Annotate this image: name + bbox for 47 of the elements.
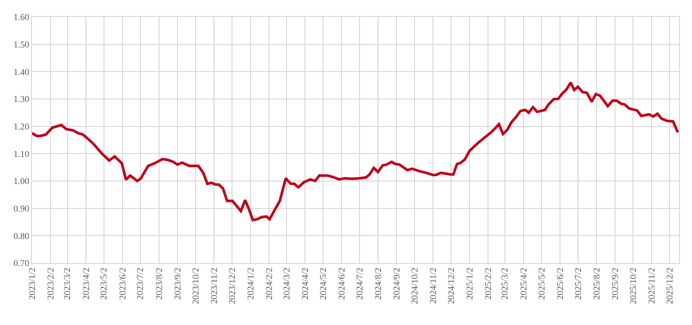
x-tick-label: 2025/11/2 bbox=[646, 268, 656, 304]
x-tick-label: 2024/2/2 bbox=[264, 268, 274, 300]
x-tick-label: 2023/12/2 bbox=[226, 268, 237, 304]
x-tick-label: 2025/12/2 bbox=[664, 268, 674, 304]
x-tick-label: 2024/6/2 bbox=[336, 268, 346, 300]
x-tick-label: 2024/3/2 bbox=[281, 268, 292, 300]
x-tick-label: 2025/3/2 bbox=[500, 268, 510, 300]
y-tick-label: 1.00 bbox=[13, 176, 30, 186]
y-tick-label: 1.10 bbox=[13, 148, 30, 159]
x-tick-label: 2023/3/2 bbox=[62, 268, 72, 300]
x-tick-label: 2025/10/2 bbox=[628, 268, 638, 304]
y-tick-label: 1.60 bbox=[13, 12, 30, 22]
y-tick-label: 1.20 bbox=[13, 121, 30, 132]
x-tick-label: 2025/2/2 bbox=[482, 268, 493, 300]
x-tick-label: 2023/10/2 bbox=[190, 268, 200, 304]
x-tick-label: 2024/1/2 bbox=[245, 268, 256, 300]
x-tick-label: 2024/9/2 bbox=[391, 268, 402, 300]
x-tick-label: 2023/11/2 bbox=[208, 268, 219, 304]
x-tick-label: 2023/8/2 bbox=[154, 268, 164, 300]
line-series bbox=[32, 81, 679, 222]
y-tick-label: 0.90 bbox=[13, 203, 30, 214]
x-tick-label: 2025/4/2 bbox=[518, 268, 528, 300]
x-tick-label: 2023/4/2 bbox=[80, 268, 91, 300]
x-tick-label: 2025/5/2 bbox=[536, 268, 546, 300]
x-tick-label: 2024/10/2 bbox=[409, 268, 420, 304]
x-tick-label: 2023/5/2 bbox=[98, 268, 109, 300]
y-tick-label: 1.50 bbox=[13, 39, 30, 50]
x-tick-label: 2025/8/2 bbox=[591, 268, 602, 300]
y-tick-label: 1.40 bbox=[13, 66, 30, 77]
x-tick-label: 2023/2/2 bbox=[45, 268, 56, 300]
x-tick-label: 2023/7/2 bbox=[135, 268, 146, 300]
y-tick-label: 0.80 bbox=[13, 230, 30, 241]
x-tick-label: 2025/6/2 bbox=[554, 268, 565, 300]
x-tick-label: 2023/9/2 bbox=[172, 268, 182, 300]
x-tick-label: 2025/7/2 bbox=[572, 268, 583, 300]
x-tick-label: 2024/5/2 bbox=[318, 268, 328, 300]
x-tick-label: 2024/4/2 bbox=[300, 268, 310, 300]
y-tick-label: 0.70 bbox=[13, 258, 30, 268]
x-tick-label: 2024/7/2 bbox=[354, 268, 364, 300]
x-tick-label: 2023/1/2 bbox=[26, 268, 37, 300]
x-tick-label: 2023/6/2 bbox=[117, 268, 128, 300]
y-tick-label: 1.30 bbox=[13, 94, 30, 104]
x-tick-label: 2025/9/2 bbox=[610, 268, 620, 300]
x-tick-label: 2024/12/2 bbox=[446, 268, 456, 304]
x-tick-label: 2024/11/2 bbox=[428, 268, 438, 304]
x-tick-label: 2025/1/2 bbox=[464, 268, 474, 300]
x-tick-label: 2024/8/2 bbox=[372, 268, 383, 300]
